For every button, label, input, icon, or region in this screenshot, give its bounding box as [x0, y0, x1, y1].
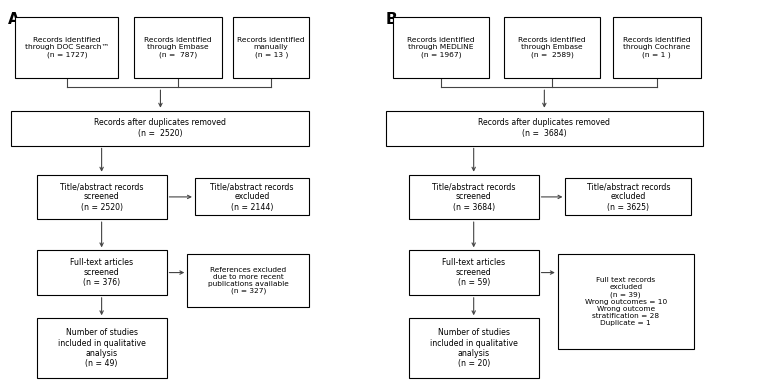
Text: Number of studies
included in qualitative
analysis
(n = 20): Number of studies included in qualitativ… — [429, 328, 518, 368]
Text: Full-text articles
screened
(n = 376): Full-text articles screened (n = 376) — [70, 258, 133, 288]
FancyBboxPatch shape — [195, 178, 309, 215]
FancyBboxPatch shape — [386, 111, 703, 146]
Text: Title/abstract records
screened
(n = 3684): Title/abstract records screened (n = 368… — [432, 182, 516, 212]
FancyBboxPatch shape — [565, 178, 691, 215]
Text: Title/abstract records
excluded
(n = 2144): Title/abstract records excluded (n = 214… — [210, 182, 294, 212]
FancyBboxPatch shape — [37, 250, 167, 295]
FancyBboxPatch shape — [37, 175, 167, 219]
FancyBboxPatch shape — [11, 111, 309, 146]
FancyBboxPatch shape — [233, 17, 309, 78]
FancyBboxPatch shape — [504, 17, 600, 78]
FancyBboxPatch shape — [558, 254, 694, 349]
Text: Number of studies
included in qualitative
analysis
(n = 49): Number of studies included in qualitativ… — [57, 328, 146, 368]
FancyBboxPatch shape — [37, 318, 167, 378]
FancyBboxPatch shape — [393, 17, 489, 78]
Text: Records after duplicates removed
(n =  3684): Records after duplicates removed (n = 36… — [478, 118, 610, 138]
FancyBboxPatch shape — [409, 318, 539, 378]
Text: Records identified
through Embase
(n =  787): Records identified through Embase (n = 7… — [144, 37, 212, 58]
FancyBboxPatch shape — [409, 175, 539, 219]
Text: Records identified
through DOC Search™
(n = 1727): Records identified through DOC Search™ (… — [25, 37, 108, 58]
Text: A: A — [8, 12, 19, 27]
FancyBboxPatch shape — [409, 250, 539, 295]
Text: Title/abstract records
screened
(n = 2520): Title/abstract records screened (n = 252… — [60, 182, 144, 212]
Text: Full text records
excluded
(n = 39)
Wrong outcomes = 10
Wrong outcome
stratifica: Full text records excluded (n = 39) Wron… — [584, 277, 667, 326]
Text: References excluded
due to more recent
publications available
(n = 327): References excluded due to more recent p… — [208, 267, 289, 294]
FancyBboxPatch shape — [187, 254, 309, 307]
Text: Title/abstract records
excluded
(n = 3625): Title/abstract records excluded (n = 362… — [587, 182, 670, 212]
FancyBboxPatch shape — [134, 17, 222, 78]
Text: Records identified
manually
(n = 13 ): Records identified manually (n = 13 ) — [238, 37, 305, 58]
Text: Records after duplicates removed
(n =  2520): Records after duplicates removed (n = 25… — [95, 118, 226, 138]
Text: Records identified
through MEDLINE
(n = 1967): Records identified through MEDLINE (n = … — [407, 37, 475, 58]
Text: Records identified
through Cochrane
(n = 1 ): Records identified through Cochrane (n =… — [623, 37, 691, 58]
Text: Full-text articles
screened
(n = 59): Full-text articles screened (n = 59) — [442, 258, 505, 288]
FancyBboxPatch shape — [15, 17, 118, 78]
FancyBboxPatch shape — [613, 17, 701, 78]
Text: Records identified
through Embase
(n =  2589): Records identified through Embase (n = 2… — [518, 37, 586, 58]
Text: B: B — [386, 12, 397, 27]
